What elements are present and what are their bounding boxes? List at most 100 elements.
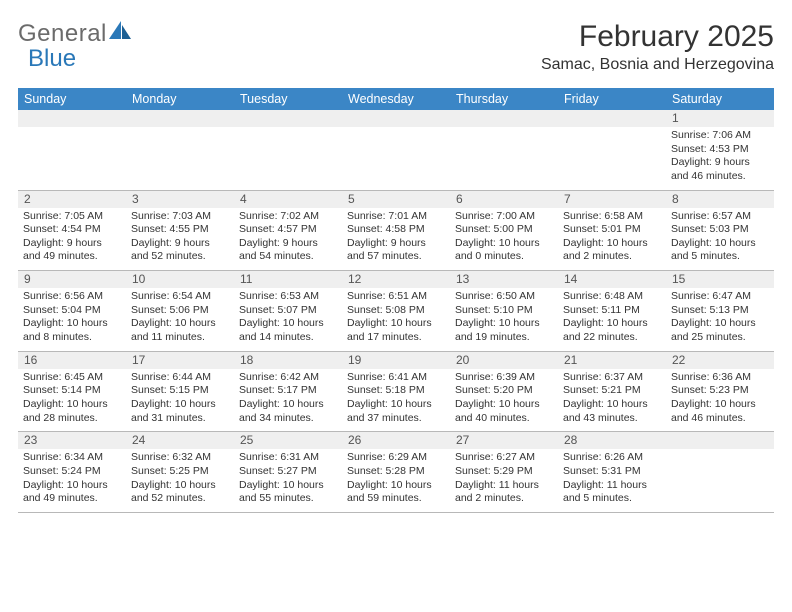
sunrise-text: Sunrise: 6:27 AM xyxy=(455,451,553,465)
dow-saturday: Saturday xyxy=(666,88,774,110)
day-cell: Sunrise: 6:57 AMSunset: 5:03 PMDaylight:… xyxy=(666,208,774,271)
day-number: 5 xyxy=(342,191,450,208)
day-number xyxy=(126,110,234,127)
day-cell: Sunrise: 6:53 AMSunset: 5:07 PMDaylight:… xyxy=(234,288,342,351)
day-number: 10 xyxy=(126,271,234,288)
sunrise-text: Sunrise: 6:39 AM xyxy=(455,371,553,385)
daylight-text-1: Daylight: 9 hours xyxy=(131,237,229,251)
day-number: 3 xyxy=(126,191,234,208)
daylight-text-2: and 52 minutes. xyxy=(131,492,229,506)
day-number: 12 xyxy=(342,271,450,288)
dow-friday: Friday xyxy=(558,88,666,110)
day-number: 18 xyxy=(234,352,342,369)
sunrise-text: Sunrise: 6:42 AM xyxy=(239,371,337,385)
day-number: 6 xyxy=(450,191,558,208)
sunrise-text: Sunrise: 7:00 AM xyxy=(455,210,553,224)
day-number: 26 xyxy=(342,432,450,449)
day-cell: Sunrise: 6:34 AMSunset: 5:24 PMDaylight:… xyxy=(18,449,126,512)
daylight-text-1: Daylight: 9 hours xyxy=(347,237,445,251)
daylight-text-2: and 46 minutes. xyxy=(671,170,769,184)
sunrise-text: Sunrise: 6:47 AM xyxy=(671,290,769,304)
daylight-text-1: Daylight: 10 hours xyxy=(563,237,661,251)
week-row: Sunrise: 6:56 AMSunset: 5:04 PMDaylight:… xyxy=(18,288,774,352)
day-number xyxy=(342,110,450,127)
sunset-text: Sunset: 5:29 PM xyxy=(455,465,553,479)
day-cell: Sunrise: 6:27 AMSunset: 5:29 PMDaylight:… xyxy=(450,449,558,512)
weeks-container: 1Sunrise: 7:06 AMSunset: 4:53 PMDaylight… xyxy=(18,110,774,513)
sunset-text: Sunset: 4:57 PM xyxy=(239,223,337,237)
daylight-text-1: Daylight: 10 hours xyxy=(671,398,769,412)
day-cell: Sunrise: 6:51 AMSunset: 5:08 PMDaylight:… xyxy=(342,288,450,351)
day-cell xyxy=(234,127,342,190)
sunset-text: Sunset: 5:07 PM xyxy=(239,304,337,318)
day-of-week-header: Sunday Monday Tuesday Wednesday Thursday… xyxy=(18,88,774,110)
daylight-text-1: Daylight: 10 hours xyxy=(23,317,121,331)
calendar-grid: Sunday Monday Tuesday Wednesday Thursday… xyxy=(18,88,774,513)
sunset-text: Sunset: 5:10 PM xyxy=(455,304,553,318)
sunset-text: Sunset: 5:06 PM xyxy=(131,304,229,318)
day-cell xyxy=(342,127,450,190)
sunrise-text: Sunrise: 7:06 AM xyxy=(671,129,769,143)
sunset-text: Sunset: 5:21 PM xyxy=(563,384,661,398)
daylight-text-1: Daylight: 10 hours xyxy=(239,479,337,493)
day-cell: Sunrise: 6:37 AMSunset: 5:21 PMDaylight:… xyxy=(558,369,666,432)
daylight-text-1: Daylight: 9 hours xyxy=(671,156,769,170)
dow-sunday: Sunday xyxy=(18,88,126,110)
day-number: 14 xyxy=(558,271,666,288)
day-number: 9 xyxy=(18,271,126,288)
sunset-text: Sunset: 4:53 PM xyxy=(671,143,769,157)
daylight-text-2: and 49 minutes. xyxy=(23,492,121,506)
day-number: 25 xyxy=(234,432,342,449)
location: Samac, Bosnia and Herzegovina xyxy=(541,56,774,74)
daylight-text-2: and 28 minutes. xyxy=(23,412,121,426)
day-number xyxy=(450,110,558,127)
day-number xyxy=(666,432,774,449)
daylight-text-1: Daylight: 9 hours xyxy=(23,237,121,251)
sunrise-text: Sunrise: 6:34 AM xyxy=(23,451,121,465)
sunrise-text: Sunrise: 7:01 AM xyxy=(347,210,445,224)
daylight-text-2: and 8 minutes. xyxy=(23,331,121,345)
day-cell xyxy=(666,449,774,512)
sunset-text: Sunset: 5:00 PM xyxy=(455,223,553,237)
day-number: 4 xyxy=(234,191,342,208)
daylight-text-1: Daylight: 10 hours xyxy=(455,237,553,251)
day-number: 23 xyxy=(18,432,126,449)
daylight-text-2: and 34 minutes. xyxy=(239,412,337,426)
day-cell xyxy=(450,127,558,190)
day-number-row: 16171819202122 xyxy=(18,352,774,369)
day-cell: Sunrise: 6:32 AMSunset: 5:25 PMDaylight:… xyxy=(126,449,234,512)
sunset-text: Sunset: 5:15 PM xyxy=(131,384,229,398)
daylight-text-1: Daylight: 10 hours xyxy=(347,317,445,331)
day-number: 2 xyxy=(18,191,126,208)
day-cell: Sunrise: 7:01 AMSunset: 4:58 PMDaylight:… xyxy=(342,208,450,271)
day-cell: Sunrise: 6:42 AMSunset: 5:17 PMDaylight:… xyxy=(234,369,342,432)
day-cell: Sunrise: 6:45 AMSunset: 5:14 PMDaylight:… xyxy=(18,369,126,432)
sunset-text: Sunset: 5:27 PM xyxy=(239,465,337,479)
sunrise-text: Sunrise: 6:31 AM xyxy=(239,451,337,465)
day-cell: Sunrise: 6:41 AMSunset: 5:18 PMDaylight:… xyxy=(342,369,450,432)
day-number: 13 xyxy=(450,271,558,288)
daylight-text-2: and 2 minutes. xyxy=(455,492,553,506)
sunrise-text: Sunrise: 6:32 AM xyxy=(131,451,229,465)
sunrise-text: Sunrise: 6:53 AM xyxy=(239,290,337,304)
daylight-text-2: and 25 minutes. xyxy=(671,331,769,345)
sunset-text: Sunset: 5:14 PM xyxy=(23,384,121,398)
day-cell: Sunrise: 6:26 AMSunset: 5:31 PMDaylight:… xyxy=(558,449,666,512)
daylight-text-2: and 19 minutes. xyxy=(455,331,553,345)
daylight-text-2: and 54 minutes. xyxy=(239,250,337,264)
day-cell: Sunrise: 6:44 AMSunset: 5:15 PMDaylight:… xyxy=(126,369,234,432)
day-number: 17 xyxy=(126,352,234,369)
daylight-text-2: and 55 minutes. xyxy=(239,492,337,506)
daylight-text-2: and 22 minutes. xyxy=(563,331,661,345)
sunset-text: Sunset: 5:13 PM xyxy=(671,304,769,318)
daylight-text-2: and 31 minutes. xyxy=(131,412,229,426)
daylight-text-2: and 46 minutes. xyxy=(671,412,769,426)
sunrise-text: Sunrise: 6:44 AM xyxy=(131,371,229,385)
daylight-text-2: and 40 minutes. xyxy=(455,412,553,426)
daylight-text-2: and 17 minutes. xyxy=(347,331,445,345)
daylight-text-1: Daylight: 10 hours xyxy=(23,479,121,493)
daylight-text-1: Daylight: 11 hours xyxy=(455,479,553,493)
day-number: 24 xyxy=(126,432,234,449)
title-block: February 2025 Samac, Bosnia and Herzegov… xyxy=(541,20,774,74)
daylight-text-1: Daylight: 11 hours xyxy=(563,479,661,493)
